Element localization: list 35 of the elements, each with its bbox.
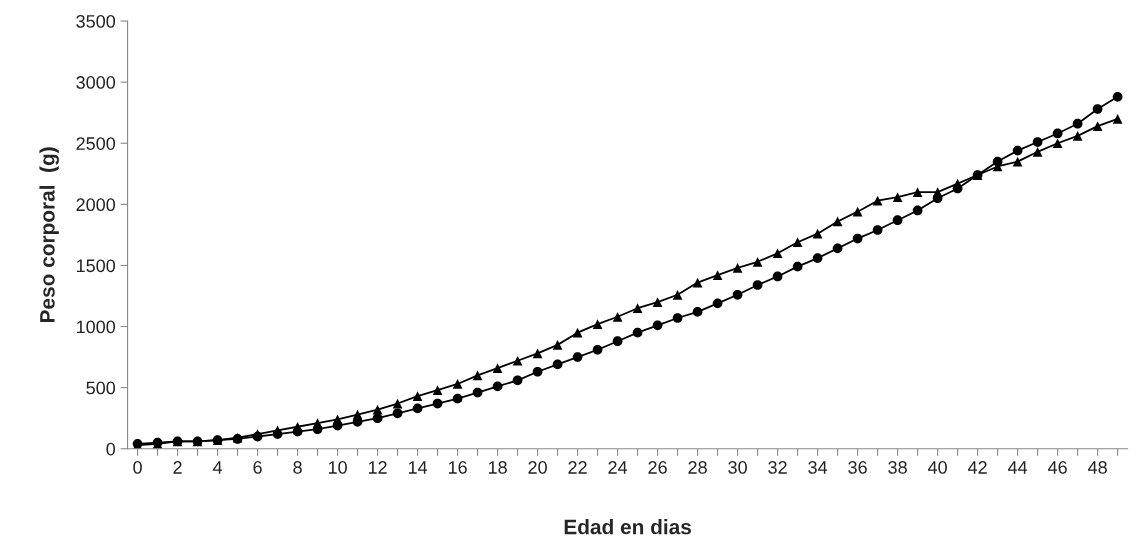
x-tick-label: 48 [1087,461,1107,474]
x-tick-label: 30 [728,461,747,474]
x-tick-label: 28 [688,461,707,474]
x-tick-label: 14 [408,461,428,474]
x-tick-label: 42 [967,461,987,474]
x-tick-label: 22 [568,461,587,474]
x-tick-label: 8 [293,461,302,474]
y-tick-label: 3000 [76,76,116,89]
x-tick-label: 16 [448,461,467,474]
x-tick-label: 12 [368,461,387,474]
x-tick-label: 18 [488,461,507,474]
y-tick-label: 3500 [76,14,116,28]
x-tick-label: 10 [328,461,347,474]
y-tick-label: 1500 [76,259,116,273]
x-tick-label: 34 [808,461,828,474]
x-tick-label: 0 [133,461,142,474]
x-tick-label: 46 [1047,461,1067,474]
x-tick-label: 36 [848,461,867,474]
x-tick-label: 6 [253,461,262,474]
y-tick-label: 2000 [76,198,116,212]
y-axis-title: Peso corporal (g) [39,147,59,323]
x-tick-label: 40 [927,461,947,474]
y-tick-label: 0 [106,442,116,456]
x-axis-title: Edad en dias [564,519,691,535]
x-tick-label: 4 [212,461,223,474]
x-tick-label: 24 [608,461,628,474]
x-tick-label: 2 [173,461,182,474]
x-tick-label: 44 [1007,461,1028,474]
x-tick-label: 26 [648,461,667,474]
x-tick-label: 38 [888,461,907,474]
y-tick-label: 2500 [76,137,116,150]
y-tick-label: 500 [86,381,116,395]
x-tick-label: 20 [528,461,547,474]
y-tick-label: 1000 [76,320,116,334]
x-tick-label: 32 [768,461,787,474]
